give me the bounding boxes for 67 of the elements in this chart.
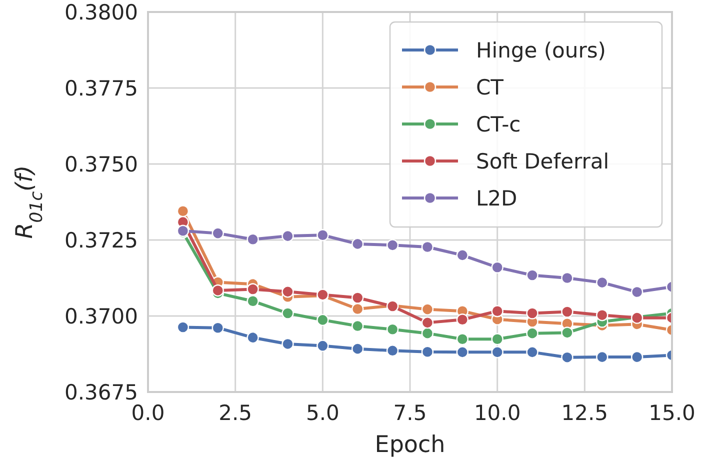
- y-tick-label: 0.3800: [64, 0, 138, 24]
- point: [352, 238, 364, 250]
- point: [282, 338, 294, 350]
- x-tick-label: 2.5: [218, 401, 252, 425]
- legend-label: Hinge (ours): [476, 38, 606, 62]
- point: [282, 307, 294, 320]
- legend-label: Soft Deferral: [476, 149, 610, 174]
- point: [456, 333, 468, 346]
- point: [491, 305, 504, 318]
- x-axis-title: Epoch: [374, 432, 446, 458]
- legend-label: L2D: [476, 186, 518, 210]
- point: [491, 346, 504, 358]
- point: [352, 292, 364, 304]
- point: [526, 307, 538, 320]
- point: [526, 269, 538, 282]
- x-tick-label: 12.5: [561, 401, 608, 425]
- point: [246, 283, 259, 296]
- point: [630, 286, 644, 298]
- x-tick-label: 10.0: [474, 401, 521, 425]
- point: [630, 350, 644, 364]
- point: [212, 227, 224, 240]
- point: [212, 322, 224, 334]
- x-tick-label: 5.0: [306, 401, 340, 425]
- point: [561, 351, 574, 364]
- point: [282, 230, 294, 242]
- point: [386, 344, 399, 357]
- point: [316, 314, 329, 326]
- point: [421, 346, 434, 358]
- point: [456, 314, 468, 326]
- point: [561, 306, 574, 318]
- legend-label: CT-c: [476, 112, 521, 136]
- point: [561, 272, 574, 284]
- point: [176, 321, 190, 334]
- y-tick-label: 0.3700: [64, 304, 138, 328]
- point: [491, 333, 504, 346]
- point: [386, 239, 399, 252]
- point: [352, 342, 364, 355]
- point: [596, 350, 608, 364]
- point: [246, 331, 259, 344]
- point: [561, 326, 574, 339]
- point: [316, 229, 329, 242]
- point: [316, 340, 329, 352]
- point: [491, 261, 504, 274]
- point: [352, 320, 364, 332]
- point: [421, 240, 434, 254]
- y-tick-label: 0.3725: [64, 228, 138, 252]
- point: [352, 302, 364, 316]
- point: [456, 346, 468, 358]
- point: [212, 284, 224, 297]
- point: [456, 249, 468, 262]
- point: [596, 276, 608, 289]
- x-tick-label: 7.5: [393, 401, 427, 425]
- legend-label: CT: [476, 75, 504, 100]
- point: [246, 295, 259, 308]
- point: [596, 308, 608, 322]
- y-tick-label: 0.3750: [64, 152, 138, 176]
- y-tick-label: 0.3775: [64, 76, 138, 100]
- point: [282, 286, 294, 298]
- point: [246, 233, 259, 246]
- point: [421, 327, 434, 340]
- point: [421, 303, 434, 316]
- point: [176, 205, 190, 218]
- x-tick-label: 15.0: [648, 401, 696, 425]
- point: [526, 346, 538, 358]
- point: [421, 316, 434, 329]
- point: [386, 323, 399, 336]
- point: [526, 327, 538, 340]
